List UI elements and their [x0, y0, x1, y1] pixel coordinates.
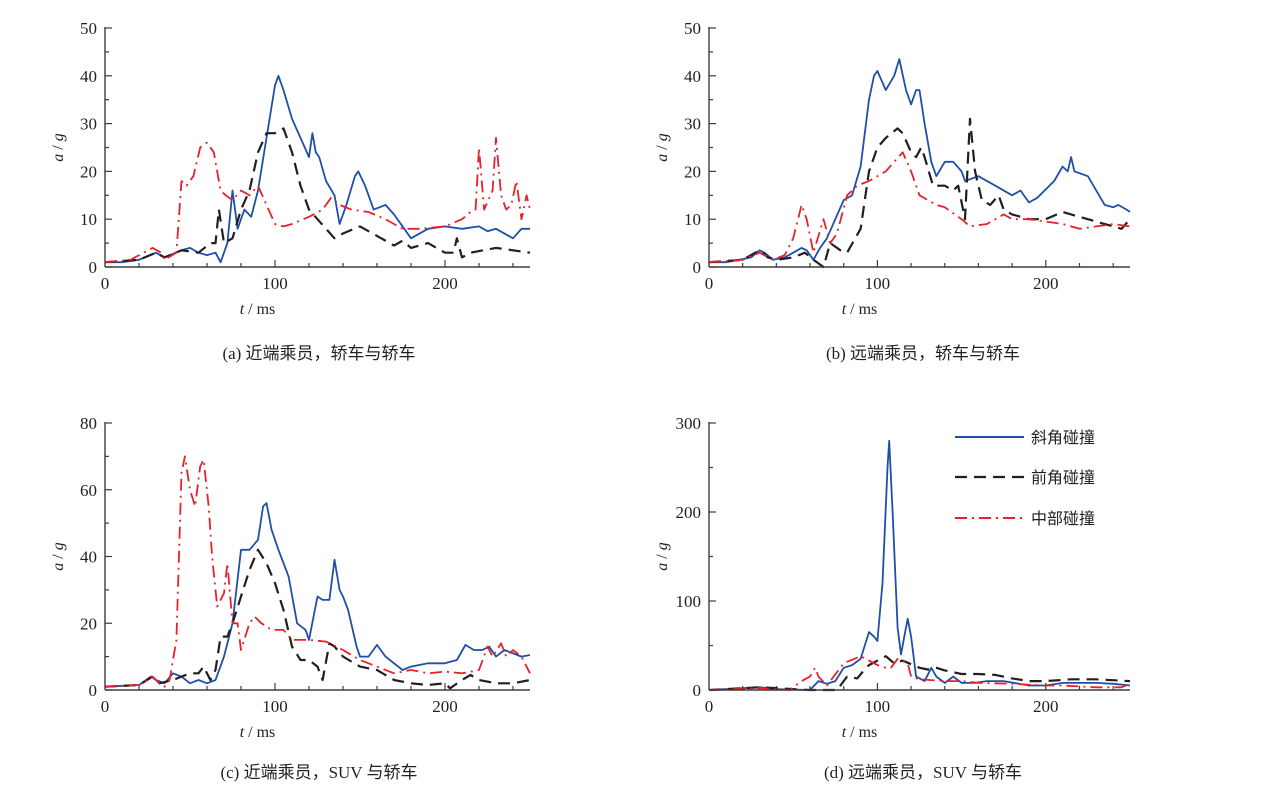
x-tick-label-b: 0: [705, 274, 714, 293]
y-axis-label-sep-a: /: [50, 141, 67, 153]
y-tick-label-a: 20: [80, 162, 97, 181]
x-tick-label-b: 200: [1033, 274, 1059, 293]
y-tick-label-a: 50: [80, 19, 97, 38]
panel-d: 0 100 200 0 100 200 300 t / ms a / g: [654, 414, 1131, 741]
y-tick-label-d: 300: [676, 414, 702, 433]
x-axis-label-var-c: t: [240, 724, 245, 741]
y-tick-label-c: 20: [80, 614, 97, 633]
series-line-front-corner-a: [104, 127, 531, 264]
x-axis-label-c: t / ms: [240, 724, 276, 741]
series-line-oblique-a: [105, 74, 530, 264]
y-axis-label-g-d: g: [654, 542, 671, 550]
y-axis-label-g-b: g: [654, 133, 671, 141]
x-axis-label-var-d: t: [842, 724, 847, 741]
series-line-oblique-d: [708, 439, 1131, 691]
y-axis-label-a-d: a: [654, 563, 671, 571]
y-tick-label-d: 200: [676, 503, 702, 522]
y-axis-label-c: a / g: [50, 542, 67, 570]
y-tick-label-c: 40: [80, 548, 97, 567]
x-tick-label-d: 200: [1033, 697, 1059, 716]
y-tick-label-b: 30: [684, 115, 701, 134]
legend-label-middle: 中部碰撞: [1031, 510, 1095, 528]
series-line-oblique-b: [709, 58, 1131, 264]
x-axis-label-unit-a: / ms: [244, 301, 275, 318]
y-tick-label-b: 50: [684, 19, 701, 38]
y-axis-label-d: a / g: [654, 542, 671, 570]
x-axis-label-unit-d: / ms: [846, 724, 877, 741]
x-tick-label-c: 200: [432, 697, 458, 716]
x-axis-label-a: t / ms: [240, 301, 276, 318]
y-axis-label-sep-b: /: [654, 141, 671, 153]
y-tick-label-b: 0: [693, 258, 702, 277]
y-axis-label-a-b: a: [654, 154, 671, 162]
y-tick-label-a: 0: [89, 258, 98, 277]
series-line-middle-b: [708, 151, 1131, 264]
y-tick-label-a: 40: [80, 67, 97, 86]
y-axis-label-g-c: g: [50, 542, 67, 550]
x-axis-label-unit-c: / ms: [244, 724, 275, 741]
series-line-front-corner-c: [104, 548, 531, 690]
y-axis-label-sep-c: /: [50, 550, 67, 562]
x-tick-label-b: 100: [865, 274, 891, 293]
y-tick-label-c: 80: [80, 414, 97, 433]
y-tick-label-a: 30: [80, 115, 97, 134]
y-tick-label-b: 20: [684, 162, 701, 181]
x-tick-label-c: 0: [101, 697, 110, 716]
x-tick-label-c: 100: [262, 697, 288, 716]
x-tick-label-d: 0: [705, 697, 714, 716]
y-axis-label-a-a: a: [50, 154, 67, 162]
series-line-front-corner-d: [708, 655, 1131, 692]
series-line-oblique-c: [104, 502, 531, 688]
x-tick-label-a: 200: [432, 274, 458, 293]
caption-d: (d) 远端乘员，SUV 与轿车: [824, 763, 1022, 782]
y-axis-label-sep-d: /: [654, 550, 671, 562]
panel-b: 0 100 200 0 10 20 30 40 50 t / ms a / g: [654, 19, 1131, 318]
x-axis-label-unit-b: / ms: [846, 301, 877, 318]
x-axis-label-b: t / ms: [842, 301, 878, 318]
x-tick-label-a: 0: [101, 274, 110, 293]
y-tick-label-b: 40: [684, 67, 701, 86]
series-line-middle-d: [708, 655, 1131, 691]
legend-label-oblique: 斜角碰撞: [1031, 429, 1095, 447]
y-tick-label-c: 0: [89, 681, 98, 700]
y-tick-label-a: 10: [80, 210, 97, 229]
series-line-middle-c: [104, 455, 531, 688]
x-axis-label-var-b: t: [842, 301, 847, 318]
x-axis-label-d: t / ms: [842, 724, 878, 741]
panel-c: 0 100 200 0 20 40 60 80 t / ms a / g: [50, 414, 531, 741]
caption-b: (b) 远端乘员，轿车与轿车: [826, 344, 1020, 363]
x-tick-label-d: 100: [865, 697, 891, 716]
y-axis-label-b: a / g: [654, 133, 671, 161]
y-axis-label-g-a: g: [50, 133, 67, 141]
x-axis-label-var-a: t: [240, 301, 245, 318]
y-axis-label-a: a / g: [50, 133, 67, 161]
y-tick-label-d: 100: [676, 592, 702, 611]
legend: 斜角碰撞 前角碰撞 中部碰撞: [955, 429, 1095, 528]
caption-a: (a) 近端乘员，轿车与轿车: [222, 344, 415, 363]
y-tick-label-d: 0: [693, 681, 702, 700]
legend-label-front-corner: 前角碰撞: [1031, 469, 1095, 487]
caption-c: (c) 近端乘员，SUV 与轿车: [220, 763, 417, 782]
y-tick-label-c: 60: [80, 481, 97, 500]
series-line-middle-a: [104, 137, 531, 264]
y-tick-label-b: 10: [684, 210, 701, 229]
x-tick-label-a: 100: [262, 274, 288, 293]
y-axis-label-a-c: a: [50, 563, 67, 571]
panel-a: 0 100 200 0 10 20 30 40 50 t / ms a / g: [50, 19, 531, 318]
